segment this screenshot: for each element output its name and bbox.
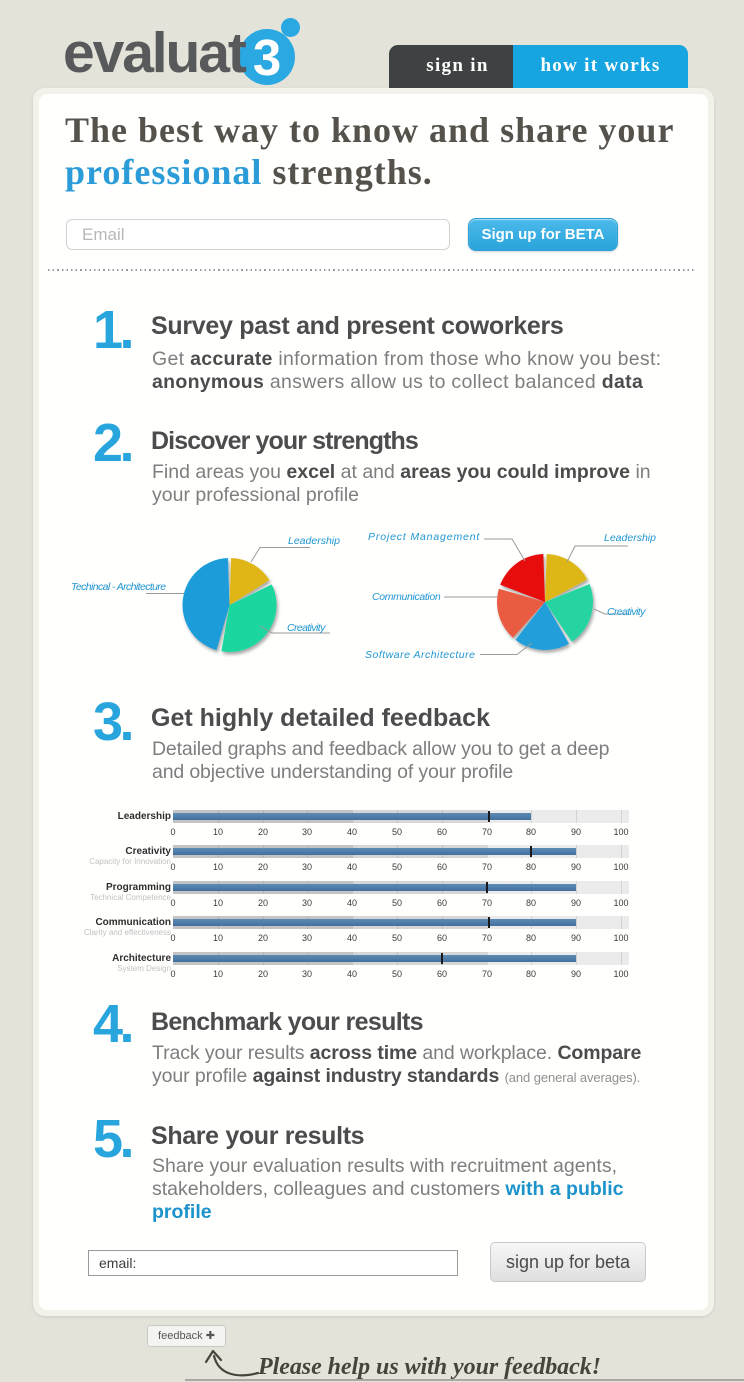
svg-text:Creativity: Creativity <box>287 622 326 634</box>
svg-text:Techincal - Architecture: Techincal - Architecture <box>71 581 166 593</box>
svg-text:Leadership: Leadership <box>604 532 656 544</box>
svg-text:Leadership: Leadership <box>288 535 340 547</box>
svg-text:Software Architecture: Software Architecture <box>365 649 476 661</box>
svg-text:Creativity: Creativity <box>607 606 646 618</box>
svg-text:Communication: Communication <box>372 591 441 603</box>
svg-text:Project Management: Project Management <box>368 531 480 543</box>
